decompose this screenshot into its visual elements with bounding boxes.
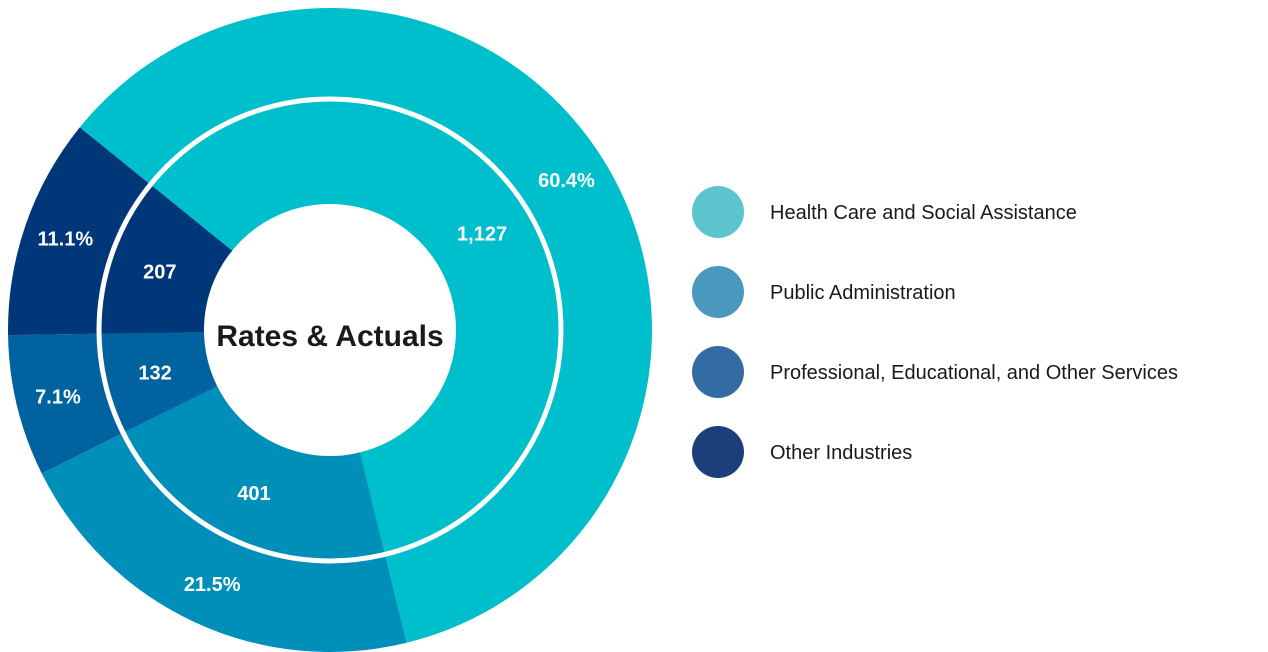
ring-separator <box>96 96 564 564</box>
outer-label-health-care-and-social-assistance: 60.4% <box>538 170 595 192</box>
inner-slice-professional-educational-and-other-services <box>102 332 218 432</box>
inner-label-health-care-and-social-assistance: 1,127 <box>457 224 507 246</box>
legend-label-professional-educational-and-other-services: Professional, Educational, and Other Ser… <box>770 362 1178 384</box>
legend-label-public-administration: Public Administration <box>770 282 956 304</box>
legend-swatch-public-administration <box>692 266 744 318</box>
inner-label-public-administration: 401 <box>237 483 270 505</box>
inner-slice-health-care-and-social-assistance <box>152 102 558 552</box>
legend-swatch-other-industries <box>692 426 744 478</box>
inner-ring <box>96 96 564 564</box>
legend-swatch-health-care-and-social-assistance <box>692 186 744 238</box>
outer-label-other-industries: 11.1% <box>38 229 94 251</box>
inner-label-other-industries: 207 <box>143 261 176 283</box>
chart-title: Rates & Actuals <box>216 320 443 353</box>
legend: Health Care and Social Assistance Public … <box>692 186 1178 478</box>
legend-label-health-care-and-social-assistance: Health Care and Social Assistance <box>770 202 1077 224</box>
inner-label-professional-educational-and-other-services: 132 <box>138 362 171 384</box>
legend-label-other-industries: Other Industries <box>770 442 912 464</box>
outer-label-professional-educational-and-other-services: 7.1% <box>35 386 81 408</box>
slice-labels: 60.4% 21.5% 7.1% 11.1% 1,127 401 132 207 <box>35 170 595 596</box>
legend-swatch-professional-educational-and-other-services <box>692 346 744 398</box>
inner-slice-public-administration <box>125 385 384 558</box>
donut-hole <box>204 204 456 456</box>
inner-slice-other-industries <box>101 186 233 334</box>
outer-label-public-administration: 21.5% <box>184 574 241 596</box>
